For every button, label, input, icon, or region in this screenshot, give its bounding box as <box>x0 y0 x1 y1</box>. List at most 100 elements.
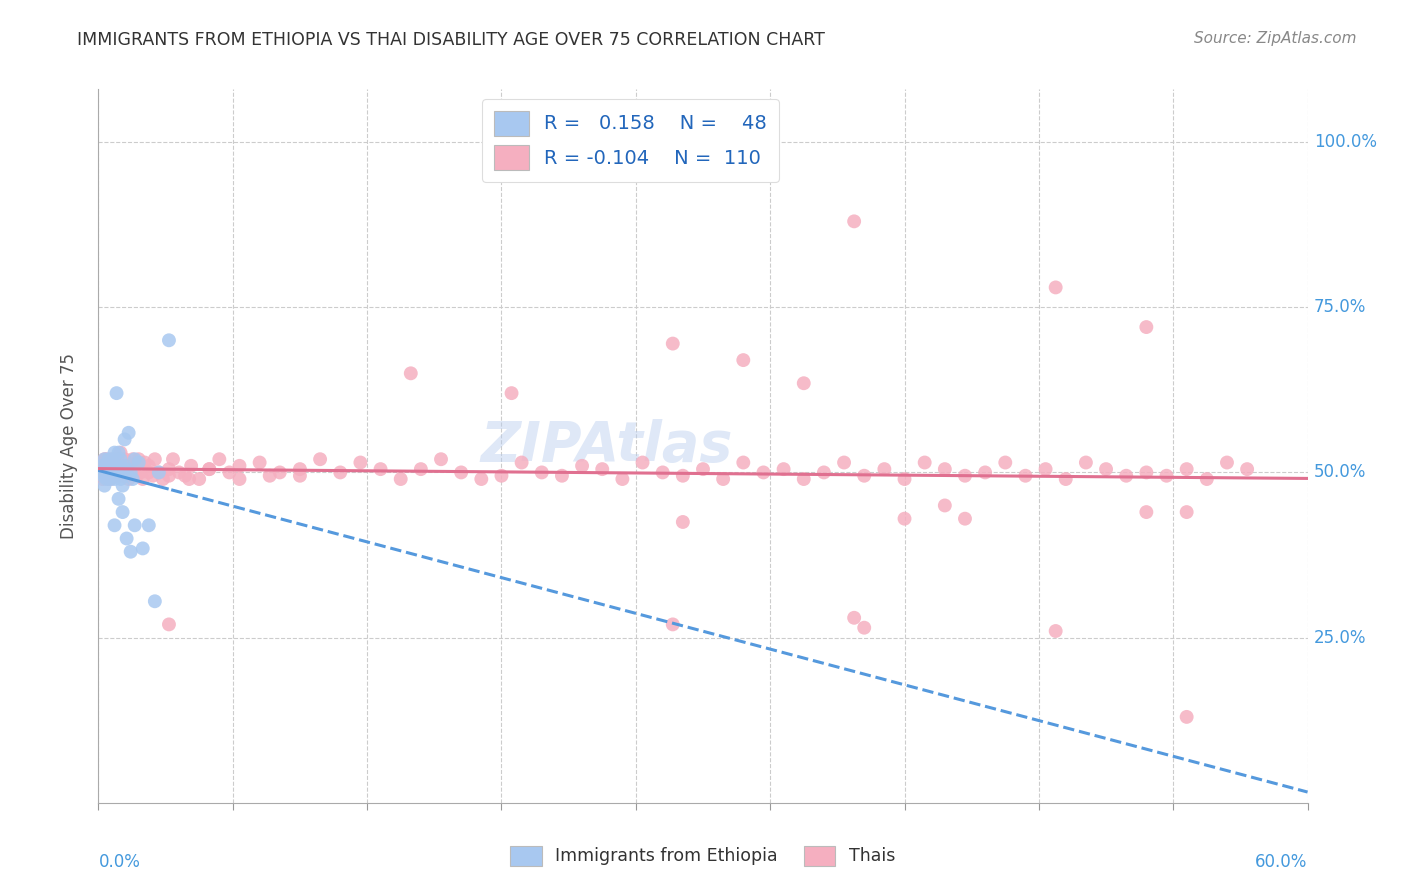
Point <box>631 456 654 470</box>
Point <box>661 617 683 632</box>
Point <box>93 452 115 467</box>
Point <box>96 458 118 473</box>
Point <box>93 452 115 467</box>
Point <box>218 466 240 480</box>
Point <box>953 468 976 483</box>
Point <box>124 518 146 533</box>
Point <box>692 462 714 476</box>
Point <box>844 214 866 228</box>
Point <box>114 452 136 467</box>
Point <box>953 511 976 525</box>
Point <box>148 466 170 480</box>
Point <box>120 545 142 559</box>
Point <box>105 386 128 401</box>
Point <box>551 468 574 483</box>
Point <box>107 458 129 473</box>
Point <box>934 499 956 513</box>
Point <box>733 353 755 368</box>
Point <box>103 472 125 486</box>
Point <box>167 466 190 480</box>
Point <box>103 445 125 459</box>
Point <box>93 456 115 470</box>
Text: 25.0%: 25.0% <box>1313 629 1367 647</box>
Point <box>124 458 146 473</box>
Point <box>1175 710 1198 724</box>
Legend: Immigrants from Ethiopia, Thais: Immigrants from Ethiopia, Thais <box>503 838 903 872</box>
Point <box>132 472 155 486</box>
Point <box>148 466 170 480</box>
Point <box>111 478 134 492</box>
Point <box>409 462 432 476</box>
Point <box>1135 320 1157 334</box>
Point <box>501 386 523 401</box>
Point <box>510 456 533 470</box>
Point <box>138 466 160 480</box>
Point <box>93 478 115 492</box>
Point <box>118 472 141 486</box>
Point <box>97 462 120 476</box>
Point <box>115 466 138 480</box>
Point <box>733 456 755 470</box>
Point <box>198 462 221 476</box>
Point <box>157 468 180 483</box>
Point <box>152 472 174 486</box>
Point <box>100 456 122 470</box>
Point <box>1014 468 1036 483</box>
Point <box>107 468 129 483</box>
Point <box>132 541 155 556</box>
Point <box>1175 462 1198 476</box>
Point <box>121 452 143 467</box>
Point <box>873 462 896 476</box>
Point <box>1045 624 1067 638</box>
Point <box>110 466 132 480</box>
Point <box>100 472 122 486</box>
Point <box>111 468 134 483</box>
Point <box>198 462 221 476</box>
Point <box>100 468 122 483</box>
Point <box>893 511 915 525</box>
Point <box>89 462 111 476</box>
Point <box>96 472 118 486</box>
Point <box>103 468 125 483</box>
Point <box>118 425 141 440</box>
Point <box>1175 505 1198 519</box>
Point <box>1054 472 1077 486</box>
Point <box>793 376 815 391</box>
Point <box>100 466 122 480</box>
Point <box>853 468 876 483</box>
Point <box>103 458 125 473</box>
Text: 0.0%: 0.0% <box>98 853 141 871</box>
Point <box>288 468 311 483</box>
Point <box>1115 468 1137 483</box>
Point <box>125 468 148 483</box>
Point <box>349 456 371 470</box>
Point <box>228 458 250 473</box>
Point <box>1236 462 1258 476</box>
Point <box>143 594 166 608</box>
Point <box>269 466 291 480</box>
Point <box>105 466 128 480</box>
Point <box>399 367 422 381</box>
Point <box>772 462 794 476</box>
Point <box>114 433 136 447</box>
Point <box>813 466 835 480</box>
Point <box>105 452 128 467</box>
Point <box>97 456 120 470</box>
Point <box>793 472 815 486</box>
Point <box>107 445 129 459</box>
Point <box>91 458 114 473</box>
Point <box>103 458 125 473</box>
Point <box>115 462 138 476</box>
Point <box>974 466 997 480</box>
Point <box>128 456 150 470</box>
Point <box>1074 456 1097 470</box>
Point <box>651 466 673 480</box>
Point <box>101 466 124 480</box>
Point <box>129 466 152 480</box>
Text: Source: ZipAtlas.com: Source: ZipAtlas.com <box>1194 31 1357 46</box>
Point <box>142 468 165 483</box>
Point <box>115 532 138 546</box>
Point <box>1135 466 1157 480</box>
Point <box>97 472 120 486</box>
Point <box>110 472 132 486</box>
